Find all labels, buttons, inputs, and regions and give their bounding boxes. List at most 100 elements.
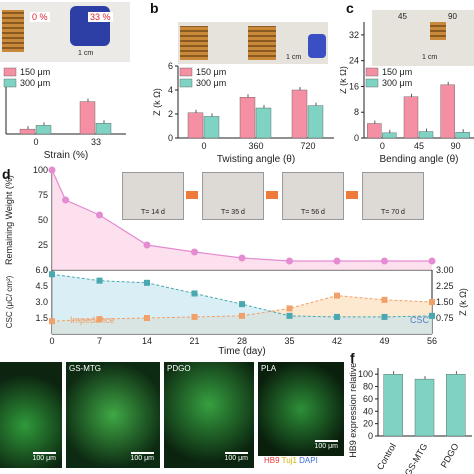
legend-tuj1: Tuj1 bbox=[281, 456, 297, 465]
bar-300-μm-2 bbox=[455, 131, 470, 139]
y-tick-label-0: 0 bbox=[168, 133, 173, 143]
scale-bar-label: 100 μm bbox=[314, 443, 339, 450]
arrow-icon bbox=[186, 191, 198, 199]
y-tick-label-0: 0 bbox=[368, 431, 373, 441]
x-tick-label-2: PDGO bbox=[439, 442, 461, 470]
csc-point-3 bbox=[191, 290, 198, 297]
csc-point-1 bbox=[96, 277, 103, 284]
csc-y-tick-3: 6.0 bbox=[35, 265, 48, 275]
y-tick-label-3: 6 bbox=[168, 61, 173, 71]
y-axis-title: Z (k Ω) bbox=[340, 66, 348, 94]
scale-bar: 100 μm bbox=[32, 452, 56, 462]
sample-photo-twist-b bbox=[248, 26, 276, 60]
legend-dapi: DAPI bbox=[299, 456, 318, 465]
csc-series-label: CSC bbox=[410, 315, 430, 325]
bar-value-0 bbox=[383, 373, 403, 437]
scale-bar-label: 1 cm bbox=[422, 54, 438, 61]
micrograph-label-1: GS-MTG bbox=[69, 364, 101, 373]
time-x-tick-1: 7 bbox=[97, 336, 102, 346]
time-x-tick-2: 14 bbox=[142, 336, 152, 346]
weight-point-5 bbox=[238, 254, 246, 262]
panel-a-photo: 0 % 33 % 1 cm bbox=[0, 2, 130, 62]
impedance-point-4 bbox=[239, 312, 245, 319]
time-x-title: Time (day) bbox=[218, 346, 265, 357]
legend-swatch-1 bbox=[179, 78, 193, 88]
weight-y-tick-0: 0 bbox=[43, 265, 48, 275]
bar-150-μm-2 bbox=[291, 89, 308, 139]
weight-point-3 bbox=[143, 241, 151, 249]
z-y-tick-1: 1.50 bbox=[436, 297, 454, 307]
photo-tag-3: T= 70 d bbox=[381, 209, 405, 216]
bar-300-μm-1 bbox=[418, 131, 434, 139]
legend-label-1: 300 μm bbox=[196, 78, 226, 88]
x-tick-label-0: 0 bbox=[380, 141, 385, 151]
micrograph-1: GS-MTG 100 μm bbox=[66, 362, 160, 468]
z-y-tick-3: 3.00 bbox=[436, 265, 454, 275]
y-tick-label-3: 60 bbox=[363, 394, 373, 404]
photo-tag-1: 90 bbox=[448, 12, 457, 21]
glove-photo bbox=[308, 34, 326, 58]
z-y-tick-2: 2.25 bbox=[436, 281, 454, 291]
stain-legend: HB9 Tuj1 DAPI bbox=[264, 456, 318, 465]
x-axis-title: Bending angle (θ) bbox=[380, 154, 459, 165]
weight-point-4 bbox=[191, 248, 198, 256]
weight-y-tick-2: 50 bbox=[38, 215, 48, 225]
photo-day-14: T= 14 d bbox=[122, 172, 184, 220]
time-x-tick-3: 21 bbox=[189, 336, 199, 346]
panel-b: 1 cm 0 2 4 6 Z (k Ω) Twisting angle (θ) 0 360 72… bbox=[150, 0, 340, 170]
bar-150-μm-1 bbox=[79, 101, 96, 135]
weight-point-1 bbox=[62, 196, 70, 204]
csc-point-2 bbox=[144, 279, 150, 286]
micrograph-2: PDGO 100 μm bbox=[164, 362, 254, 468]
y-tick-label-2: 16 bbox=[349, 81, 359, 91]
legend-label-0: 150 μm bbox=[196, 67, 226, 77]
y-tick-label-0: 0 bbox=[354, 133, 359, 143]
impedance-series-label: Impedance bbox=[70, 315, 115, 325]
scale-bar: 100 μm bbox=[314, 440, 339, 450]
csc-point-6 bbox=[334, 313, 340, 320]
csc-point-8 bbox=[429, 312, 435, 319]
csc-y-tick-0: 1.5 bbox=[35, 313, 48, 323]
x-tick-label-0: 0 bbox=[33, 137, 38, 147]
legend-hb9: HB9 bbox=[264, 456, 280, 465]
bar-150-μm-0 bbox=[187, 112, 204, 139]
weight-point-9 bbox=[428, 257, 436, 265]
bar-150-μm-0 bbox=[367, 123, 382, 139]
y-tick-label-2: 40 bbox=[363, 406, 373, 416]
weight-line bbox=[51, 169, 432, 262]
y-tick-label-3: 24 bbox=[349, 56, 359, 66]
bar-value-1 bbox=[414, 378, 435, 437]
bar-300-μm-0 bbox=[382, 132, 397, 139]
scale-bar: 100 μm bbox=[130, 452, 155, 462]
scale-bar-label: 100 μm bbox=[130, 455, 155, 462]
panel-c: 45 90 1 cm 0 8 16 24 32 Z (k Ω) Bending angle … bbox=[340, 0, 474, 170]
impedance-point-6 bbox=[334, 292, 340, 299]
scale-bar-label: 100 μm bbox=[224, 455, 249, 462]
bar-300-μm-2 bbox=[307, 105, 324, 139]
bar-300-μm-0 bbox=[203, 116, 220, 139]
legend-swatch-0 bbox=[179, 67, 193, 77]
legend-label-0: 150 μm bbox=[382, 67, 412, 77]
panel-a: 0 % 33 % 1 cm Strain (%) 0 33 150 μm 300 μm bbox=[0, 0, 130, 160]
y-axis-title: HB9 expression relative (%) bbox=[348, 360, 358, 458]
y-tick-label-4: 80 bbox=[363, 382, 373, 392]
z-y-tick-0: 0.75 bbox=[436, 313, 454, 323]
photo-tag-0: T= 14 d bbox=[141, 209, 165, 216]
scale-bar-label: 1 cm bbox=[78, 50, 94, 57]
arrow-icon bbox=[266, 191, 278, 199]
x-tick-label-2: 720 bbox=[300, 141, 315, 151]
time-x-tick-4: 28 bbox=[237, 336, 247, 346]
photo-tag-2: T= 56 d bbox=[301, 209, 325, 216]
x-tick-label-1: 45 bbox=[414, 141, 424, 151]
x-axis-title: Strain (%) bbox=[44, 150, 88, 160]
y-tick-label-1: 20 bbox=[363, 419, 373, 429]
legend-swatch-1 bbox=[3, 78, 17, 88]
time-x-tick-0: 0 bbox=[49, 336, 54, 346]
bar-300-μm-1 bbox=[95, 122, 112, 135]
weight-y-title: Remaining Weight (%) bbox=[4, 175, 14, 265]
weight-point-6 bbox=[286, 257, 293, 265]
y-tick-label-2: 4 bbox=[168, 85, 173, 95]
legend-label-1: 300 μm bbox=[382, 78, 412, 88]
impedance-point-5 bbox=[286, 305, 293, 312]
